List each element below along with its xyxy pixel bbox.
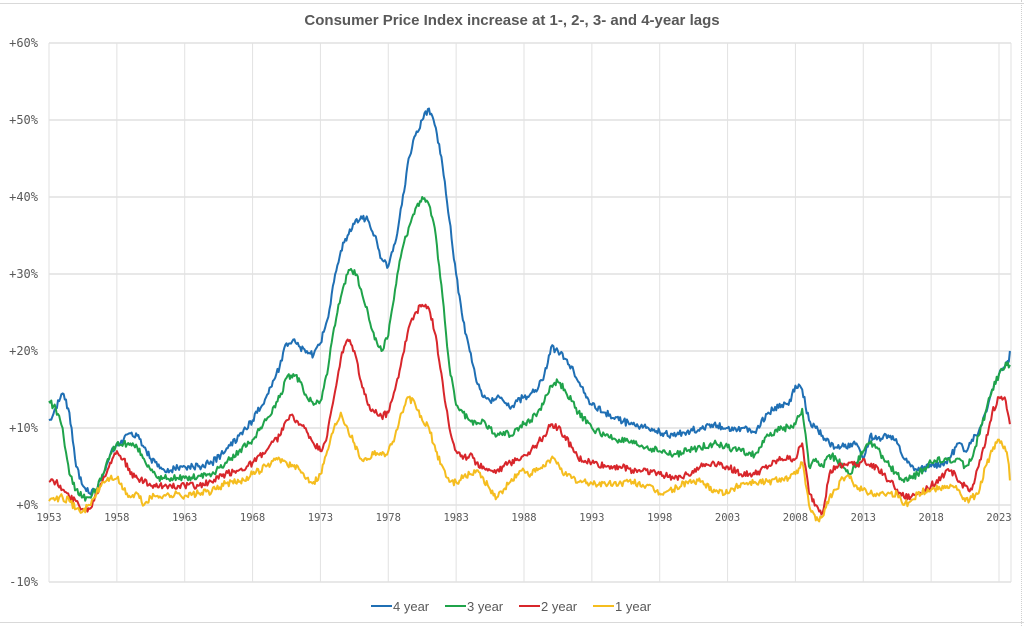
- legend-label: 2 year: [541, 599, 578, 614]
- series-lines: [48, 107, 1011, 523]
- x-tick-label: 2013: [851, 512, 876, 524]
- y-tick-label: +0%: [16, 498, 38, 512]
- x-tick-label: 1953: [36, 512, 61, 524]
- x-tick-label: 1983: [443, 512, 468, 524]
- series-line-1-year: [48, 395, 1011, 523]
- x-tick-label: 1963: [172, 512, 197, 524]
- x-tick-label: 2008: [783, 512, 808, 524]
- y-tick-label: +60%: [9, 36, 39, 50]
- y-tick-label: +50%: [9, 113, 39, 127]
- y-tick-label: +20%: [9, 344, 39, 358]
- legend-item: 3 year: [445, 599, 504, 614]
- legend-label: 3 year: [467, 599, 504, 614]
- y-axis-ticks: +60% +50% +40% +30% +20% +10% +0% -10%: [9, 36, 39, 589]
- legend-label: 1 year: [615, 599, 652, 614]
- x-tick-label: 1998: [647, 512, 672, 524]
- legend-item: 4 year: [371, 599, 430, 614]
- series-line-4-year: [48, 107, 1011, 496]
- legend-item: 1 year: [593, 599, 652, 614]
- x-tick-label: 1993: [579, 512, 604, 524]
- frame-bottom-border: [0, 622, 1024, 627]
- y-tick-label: +30%: [9, 267, 39, 281]
- x-tick-label: 1958: [104, 512, 129, 524]
- x-tick-label: 1973: [308, 512, 333, 524]
- frame-top-border: [0, 0, 1024, 4]
- x-axis-ticks: 1953 1958 1963 1968 1973 1978 1983 1988 1993 1998…: [36, 512, 1011, 524]
- y-tick-label: +10%: [9, 421, 39, 435]
- x-tick-label: 1988: [511, 512, 536, 524]
- legend-item: 2 year: [519, 599, 578, 614]
- x-tick-label: 2023: [986, 512, 1011, 524]
- x-tick-label: 1978: [376, 512, 401, 524]
- x-tick-label: 2018: [918, 512, 943, 524]
- y-tick-label: -10%: [9, 575, 39, 589]
- frame-right-border: [1021, 0, 1024, 626]
- chart-title: Consumer Price Index increase at 1-, 2-,…: [304, 12, 719, 29]
- x-tick-label: 2003: [715, 512, 740, 524]
- legend-label: 4 year: [393, 599, 430, 614]
- x-tick-label: 1968: [240, 512, 265, 524]
- series-line-2-year: [48, 303, 1011, 516]
- series-line-3-year: [48, 196, 1011, 502]
- grid-lines: [48, 42, 1012, 583]
- y-tick-label: +40%: [9, 190, 39, 204]
- legend: 4 year 3 year 2 year 1 year: [371, 599, 652, 614]
